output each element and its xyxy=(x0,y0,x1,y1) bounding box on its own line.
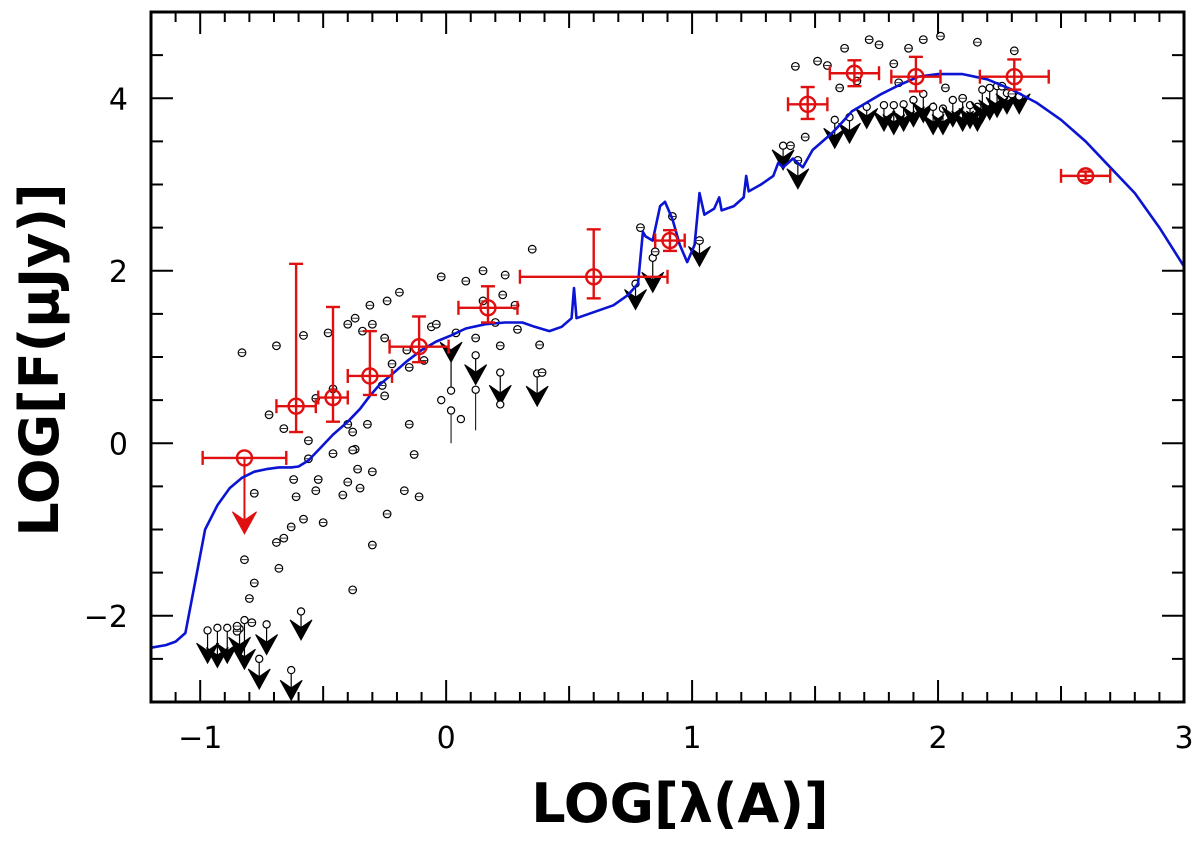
x-tick-label: 3 xyxy=(1174,721,1193,756)
upper-limit-point xyxy=(213,623,222,633)
upper-limit-arrow xyxy=(771,149,795,171)
upper-limit-arrow xyxy=(464,364,488,386)
upper-limit-point xyxy=(286,665,296,675)
y-tick-label: 2 xyxy=(109,255,128,290)
upper-limit-point xyxy=(830,115,839,125)
upper-limit-arrow xyxy=(231,511,258,535)
binned-point xyxy=(585,268,603,286)
upper-limit-arrow xyxy=(247,668,271,691)
upper-limit-arrow xyxy=(289,619,313,641)
upper-limit-point xyxy=(909,95,918,105)
point-marker xyxy=(471,385,480,394)
upper-limit-arrow xyxy=(525,385,549,408)
binned-point xyxy=(479,299,497,317)
upper-limit-arrow xyxy=(786,168,810,190)
upper-limit-arrow xyxy=(196,642,220,665)
plot-area xyxy=(150,31,1186,702)
upper-limit-arrow xyxy=(941,106,965,128)
upper-limit-point xyxy=(296,607,306,616)
upper-limit-arrow xyxy=(855,108,879,130)
binned-point xyxy=(287,397,305,415)
x-tick-label: 1 xyxy=(683,721,702,756)
upper-limit-arrow xyxy=(255,634,279,656)
x-axis-title: LOG[λ(A)] xyxy=(531,772,828,835)
upper-limit-point xyxy=(255,654,264,664)
x-tick-label: 0 xyxy=(437,721,456,756)
model-sed-line xyxy=(150,72,1186,649)
y-tick-label: 4 xyxy=(109,82,128,117)
binned-point xyxy=(798,95,817,113)
y-tick-label: −2 xyxy=(84,600,128,635)
upper-limit-point xyxy=(240,615,249,625)
upper-limit-point xyxy=(948,95,958,105)
upper-limit-point xyxy=(889,100,898,110)
upper-limit-arrow xyxy=(1007,93,1031,115)
upper-limit-point xyxy=(496,368,505,377)
upper-limit-point xyxy=(446,386,456,395)
upper-limit-point xyxy=(223,623,232,633)
upper-limit-arrow xyxy=(872,110,896,133)
binned-point xyxy=(324,388,342,407)
upper-limit-arrow xyxy=(838,122,861,145)
x-tick-label: −1 xyxy=(178,721,222,756)
point-marker xyxy=(437,395,446,405)
upper-limit-point xyxy=(262,620,271,629)
binned-point xyxy=(410,337,428,356)
binned-point xyxy=(661,231,679,250)
binned-point xyxy=(845,64,864,82)
upper-limit-point xyxy=(978,85,987,94)
y-tick-label: 0 xyxy=(109,427,128,462)
upper-limit-arrow xyxy=(823,127,847,150)
upper-limit-arrow xyxy=(488,384,512,407)
upper-limit-point xyxy=(899,100,908,109)
upper-limit-point xyxy=(778,141,788,150)
upper-limit-point xyxy=(203,626,212,635)
upper-limit-arrow xyxy=(233,648,256,671)
y-axis-title: LOG[F(μJy)] xyxy=(8,183,71,536)
upper-limit-point xyxy=(928,102,938,112)
point-marker xyxy=(496,400,505,409)
point-marker xyxy=(446,406,456,415)
axis-ticks: −1 0 1 2 3 −2 0 2 4 xyxy=(84,11,1194,756)
upper-limit-point xyxy=(471,351,480,360)
binned-point xyxy=(235,449,254,467)
x-tick-label: 2 xyxy=(929,721,948,756)
binned-point xyxy=(1005,67,1023,86)
binned-point xyxy=(907,67,925,86)
point-marker xyxy=(456,414,466,424)
binned-point xyxy=(1076,167,1095,185)
upper-limit-point xyxy=(985,83,994,93)
upper-limit-point xyxy=(879,100,889,110)
binned-point xyxy=(361,367,379,385)
upper-limit-arrow xyxy=(279,679,303,702)
